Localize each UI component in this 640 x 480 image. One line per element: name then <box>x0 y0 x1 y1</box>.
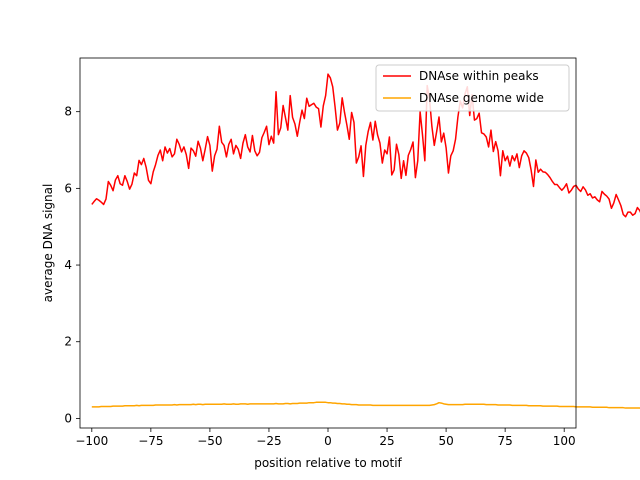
x-tick-label: 50 <box>438 434 453 448</box>
plot-background <box>80 58 576 428</box>
x-axis-ticks: −100 −75 −50 −25 0 25 50 75 100 <box>75 428 576 448</box>
series-layer <box>91 73 640 409</box>
y-tick-label: 2 <box>64 335 72 349</box>
y-axis-ticks: 0 2 4 6 8 <box>64 105 80 425</box>
x-tick-label: 25 <box>379 434 394 448</box>
y-tick-label: 6 <box>64 181 72 195</box>
x-tick-label: −100 <box>75 434 108 448</box>
legend-label-genome-wide: DNAse genome wide <box>419 91 544 105</box>
y-axis-label: average DNA signal <box>41 184 55 303</box>
series-line-genome-wide <box>91 401 640 409</box>
y-tick-label: 0 <box>64 411 72 425</box>
x-tick-label: 100 <box>553 434 576 448</box>
x-tick-label: 75 <box>498 434 513 448</box>
x-tick-label: −25 <box>256 434 281 448</box>
x-tick-label: −50 <box>197 434 222 448</box>
y-tick-label: 8 <box>64 105 72 119</box>
legend-label-within-peaks: DNAse within peaks <box>419 69 539 83</box>
legend-box <box>375 64 570 112</box>
x-tick-label: 0 <box>324 434 332 448</box>
x-tick-label: −75 <box>138 434 163 448</box>
x-axis-label: position relative to motif <box>254 456 402 470</box>
y-tick-label: 4 <box>64 258 72 272</box>
plot-area <box>80 58 576 428</box>
legend: DNAse within peaks DNAse genome wide <box>375 64 570 112</box>
series-line-within-peaks <box>91 73 640 218</box>
